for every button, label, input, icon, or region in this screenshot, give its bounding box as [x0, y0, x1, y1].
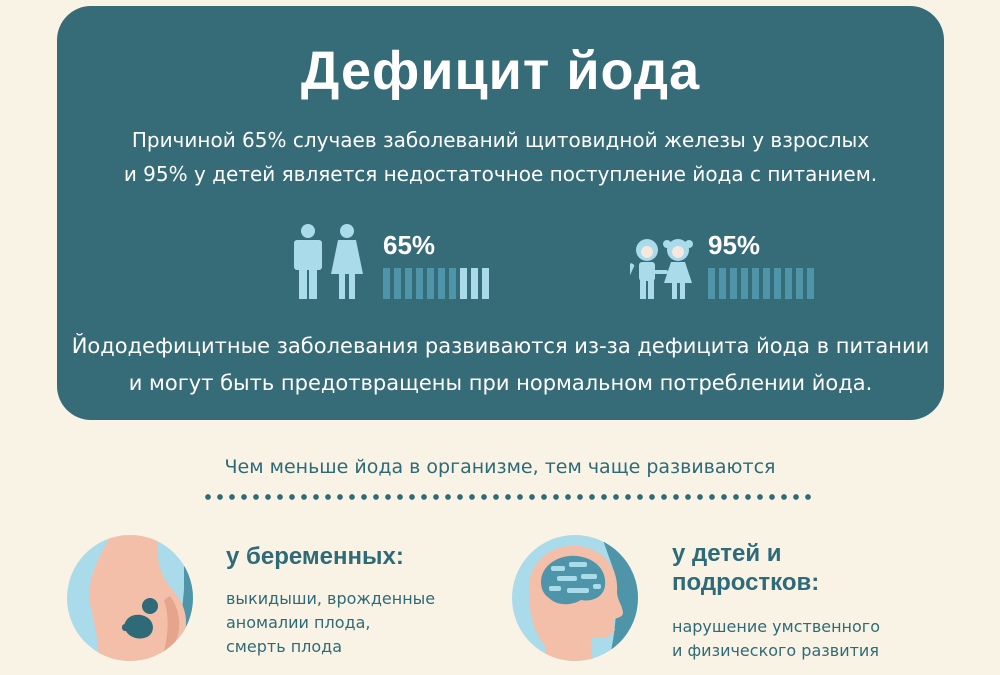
- intro-text: Причиной 65% случаев заболеваний щитовид…: [57, 123, 944, 191]
- children-title-line: у детей и: [672, 540, 782, 567]
- dotted-divider: [202, 494, 814, 500]
- bar-segment: [807, 268, 814, 299]
- brain-head-icon: [512, 535, 638, 661]
- pregnant-desc-line: смерть плода: [226, 637, 343, 656]
- bar-segment: [752, 268, 759, 299]
- bar-segment: [708, 268, 715, 299]
- children-section-description: нарушение умственного и физического разв…: [672, 615, 880, 663]
- pregnant-desc-line: выкидыши, врожденные: [226, 589, 436, 608]
- intro-line: Причиной 65% случаев заболеваний щитовид…: [131, 128, 870, 152]
- bar-segment: [774, 268, 781, 299]
- lead-text: Чем меньше йода в организме, тем чаще ра…: [224, 456, 776, 478]
- bar-segment: [383, 268, 390, 299]
- pregnant-section-description: выкидыши, врожденные аномалии плода, сме…: [226, 587, 435, 659]
- pregnant-title-line: у беременных:: [226, 543, 404, 570]
- children-progress-bar: [708, 268, 814, 299]
- adults-icon: [294, 224, 363, 299]
- children-percent: 95%: [708, 230, 761, 260]
- bar-segment: [449, 268, 456, 299]
- children-section-title: у детей и подростков:: [672, 539, 819, 597]
- bar-segment: [438, 268, 445, 299]
- main-panel: Дефицит йода Причиной 65% случаев заболе…: [57, 6, 944, 420]
- adults-percent: 65%: [383, 230, 436, 260]
- bar-segment: [763, 268, 770, 299]
- bar-segment: [394, 268, 401, 299]
- intro-line: и 95% у детей является недостаточное пос…: [123, 162, 878, 186]
- pregnant-woman-badge: [66, 534, 194, 666]
- children-title-line: подростков:: [672, 569, 820, 596]
- bar-segment: [460, 268, 467, 299]
- children-desc-line: нарушение умственного: [672, 617, 880, 636]
- children-icon: [630, 239, 693, 299]
- bar-segment: [416, 268, 423, 299]
- bar-segment: [719, 268, 726, 299]
- prevention-text: Йододефицитные заболевания развиваются и…: [57, 328, 944, 402]
- pregnant-section-title: у беременных:: [226, 542, 404, 571]
- bar-segment: [471, 268, 478, 299]
- page-title: Дефицит йода: [300, 41, 701, 101]
- bar-segment: [796, 268, 803, 299]
- pregnant-desc-line: аномалии плода,: [226, 613, 371, 632]
- bar-segment: [427, 268, 434, 299]
- bar-segment: [482, 268, 489, 299]
- bar-segment: [730, 268, 737, 299]
- adults-progress-bar: [383, 268, 489, 299]
- bar-segment: [405, 268, 412, 299]
- bar-segment: [741, 268, 748, 299]
- pregnant-woman-icon: [67, 535, 193, 661]
- bar-segment: [785, 268, 792, 299]
- prevention-line: Йододефицитные заболевания развиваются и…: [71, 334, 930, 358]
- child-brain-badge: [511, 534, 639, 666]
- prevention-line: и могут быть предотвращены при нормально…: [128, 371, 873, 395]
- children-desc-line: и физического развития: [672, 641, 879, 660]
